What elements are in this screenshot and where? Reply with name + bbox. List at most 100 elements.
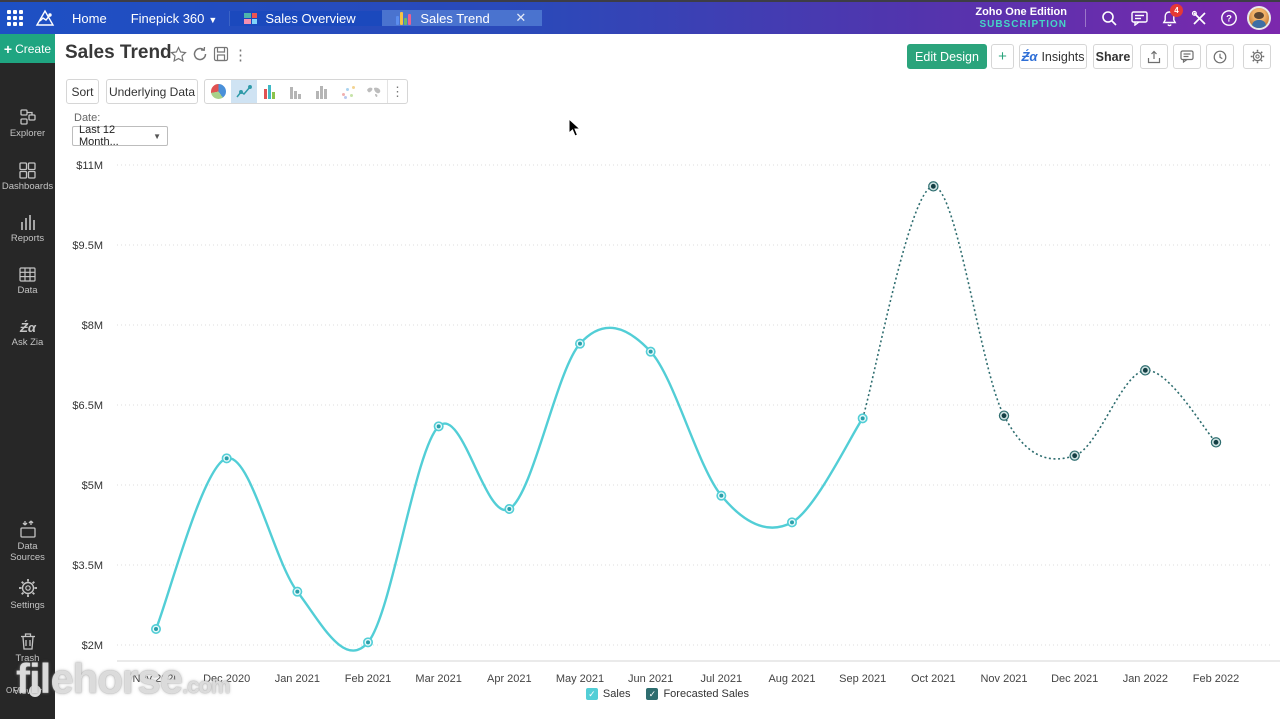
svg-text:May 2021: May 2021 — [556, 673, 604, 685]
page-title: Sales Trend — [65, 42, 172, 63]
svg-text:$2M: $2M — [82, 640, 103, 652]
apps-grid-icon[interactable] — [0, 10, 30, 26]
svg-text:Oct 2021: Oct 2021 — [911, 673, 956, 685]
sidebar-item-viewer[interactable]: OFF Viewer — [6, 685, 42, 697]
tools-icon[interactable] — [1184, 3, 1214, 33]
left-sidebar: + Create Explorer Dashboards Reports Dat… — [0, 34, 55, 719]
top-navigation-bar: Home Finepick 360 ▼ Sales Overview Sales … — [0, 0, 1280, 34]
dashboards-icon — [19, 162, 36, 179]
more-chart-types-icon[interactable]: ⋮ — [387, 80, 407, 103]
chart-legend: ✓ Sales ✓ Forecasted Sales — [55, 688, 1280, 700]
user-avatar[interactable] — [1244, 3, 1274, 33]
line-chart-type-icon[interactable] — [231, 80, 257, 103]
trash-icon — [20, 633, 35, 650]
refresh-icon[interactable] — [192, 46, 208, 67]
close-tab-icon[interactable]: ✕ — [515, 10, 527, 25]
zia-insights-button[interactable]: Ƶ́α Insights — [1019, 44, 1087, 69]
map-chart-type-icon[interactable] — [361, 80, 387, 103]
zoho-analytics-logo-icon[interactable] — [30, 9, 60, 27]
data-sources-icon — [19, 520, 36, 538]
svg-text:Jul 2021: Jul 2021 — [701, 673, 743, 685]
share-button[interactable]: Share — [1093, 44, 1133, 69]
search-icon[interactable] — [1094, 3, 1124, 33]
svg-text:$11M: $11M — [76, 160, 103, 172]
combo-chart-type-icon[interactable] — [309, 80, 335, 103]
svg-text:$5M: $5M — [82, 480, 103, 492]
workspace-switcher[interactable]: Finepick 360 ▼ — [130, 10, 218, 26]
forecasted-sales-checkbox[interactable]: ✓ — [646, 688, 659, 700]
svg-text:Sep 2021: Sep 2021 — [839, 673, 886, 685]
underlying-data-button[interactable]: Underlying Data — [106, 79, 198, 104]
tab-sales-trend[interactable]: Sales Trend ✕ — [382, 10, 543, 26]
line-chart-canvas: $11M $9.5M $8M $6.5M $5M $3.5M $2M Nov 2020 Dec … — [72, 160, 1280, 685]
explorer-icon — [19, 109, 36, 125]
svg-text:$8M: $8M — [82, 320, 103, 332]
svg-text:Feb 2021: Feb 2021 — [345, 673, 391, 685]
alerts-button[interactable] — [1206, 44, 1234, 69]
svg-text:Dec 2021: Dec 2021 — [1051, 673, 1098, 685]
settings-gear-button[interactable] — [1243, 44, 1271, 69]
chevron-down-icon: ▼ — [208, 14, 218, 25]
svg-text:Apr 2021: Apr 2021 — [487, 673, 532, 685]
feedback-icon[interactable] — [1124, 3, 1154, 33]
chart-type-switcher: ⋮ — [204, 79, 408, 104]
sidebar-item-trash[interactable]: Trash — [0, 632, 55, 665]
sidebar-item-reports[interactable]: Reports — [0, 214, 55, 245]
edit-design-button[interactable]: Edit Design — [907, 44, 987, 69]
svg-text:Jun 2021: Jun 2021 — [628, 673, 673, 685]
svg-text:Dec 2020: Dec 2020 — [203, 673, 250, 685]
scatter-chart-type-icon[interactable] — [335, 80, 361, 103]
sales-checkbox[interactable]: ✓ — [585, 688, 598, 700]
tab-sales-overview[interactable]: Sales Overview — [229, 10, 383, 26]
svg-text:Jan 2021: Jan 2021 — [275, 673, 320, 685]
title-more-menu-icon[interactable]: ⋮ — [233, 47, 248, 64]
dashboard-icon — [244, 12, 258, 24]
zia-insights-icon: Ƶ́α — [1021, 49, 1038, 64]
sidebar-item-explorer[interactable]: Explorer — [0, 108, 55, 140]
stacked-bar-chart-type-icon[interactable] — [283, 80, 309, 103]
svg-text:Ƶ́α: Ƶ́α — [18, 320, 36, 335]
svg-text:$9.5M: $9.5M — [72, 240, 103, 252]
date-filter-label: Date: — [74, 112, 101, 124]
add-report-button[interactable]: + — [991, 44, 1014, 69]
svg-text:Nov 2021: Nov 2021 — [980, 673, 1027, 685]
gear-icon — [18, 579, 37, 597]
sidebar-item-settings[interactable]: Settings — [0, 578, 55, 612]
save-icon[interactable] — [213, 46, 229, 67]
sort-button[interactable]: Sort — [66, 79, 99, 104]
svg-text:Nov 2020: Nov 2020 — [132, 673, 179, 685]
sales-trend-chart[interactable]: $11M $9.5M $8M $6.5M $5M $3.5M $2M Nov 2020 Dec … — [55, 150, 1280, 710]
svg-text:Jan 2022: Jan 2022 — [1123, 673, 1168, 685]
nav-home[interactable]: Home — [72, 10, 107, 26]
sidebar-item-ask-zia[interactable]: Ƶ́α Ask Zia — [11, 320, 44, 348]
svg-text:Aug 2021: Aug 2021 — [768, 673, 815, 685]
comments-button[interactable] — [1173, 44, 1201, 69]
plus-icon: + — [3, 40, 13, 57]
svg-text:?: ? — [1226, 14, 1232, 25]
svg-text:$6.5M: $6.5M — [72, 400, 103, 412]
export-button[interactable] — [1140, 44, 1168, 69]
data-table-icon — [19, 267, 36, 282]
bar-chart-icon — [396, 11, 412, 25]
date-filter-select[interactable]: Last 12 Month... ▼ — [72, 124, 168, 148]
help-icon[interactable]: ? — [1214, 3, 1244, 33]
favorite-star-icon[interactable] — [170, 46, 187, 68]
divider — [1085, 9, 1086, 27]
legend-item-sales[interactable]: ✓ Sales — [585, 688, 630, 700]
sidebar-item-data[interactable]: Data — [0, 266, 55, 297]
reports-icon — [20, 215, 35, 230]
svg-text:$3.5M: $3.5M — [72, 560, 103, 572]
legend-item-forecasted-sales[interactable]: ✓ Forecasted Sales — [646, 688, 749, 700]
mouse-cursor — [568, 118, 582, 137]
sidebar-item-data-sources[interactable]: Data Sources — [0, 520, 55, 564]
chevron-down-icon: ▼ — [153, 131, 161, 141]
zia-icon: Ƶ́α — [18, 320, 36, 335]
create-button[interactable]: + Create — [0, 34, 55, 63]
bar-chart-type-icon[interactable] — [257, 80, 283, 103]
notification-badge: 4 — [1170, 4, 1183, 17]
pie-chart-type-icon[interactable] — [205, 80, 231, 103]
sidebar-item-dashboards[interactable]: Dashboards — [0, 161, 55, 193]
notifications-bell-icon[interactable]: 4 — [1154, 3, 1184, 33]
svg-text:Mar 2021: Mar 2021 — [415, 673, 461, 685]
svg-text:Feb 2022: Feb 2022 — [1193, 673, 1239, 685]
